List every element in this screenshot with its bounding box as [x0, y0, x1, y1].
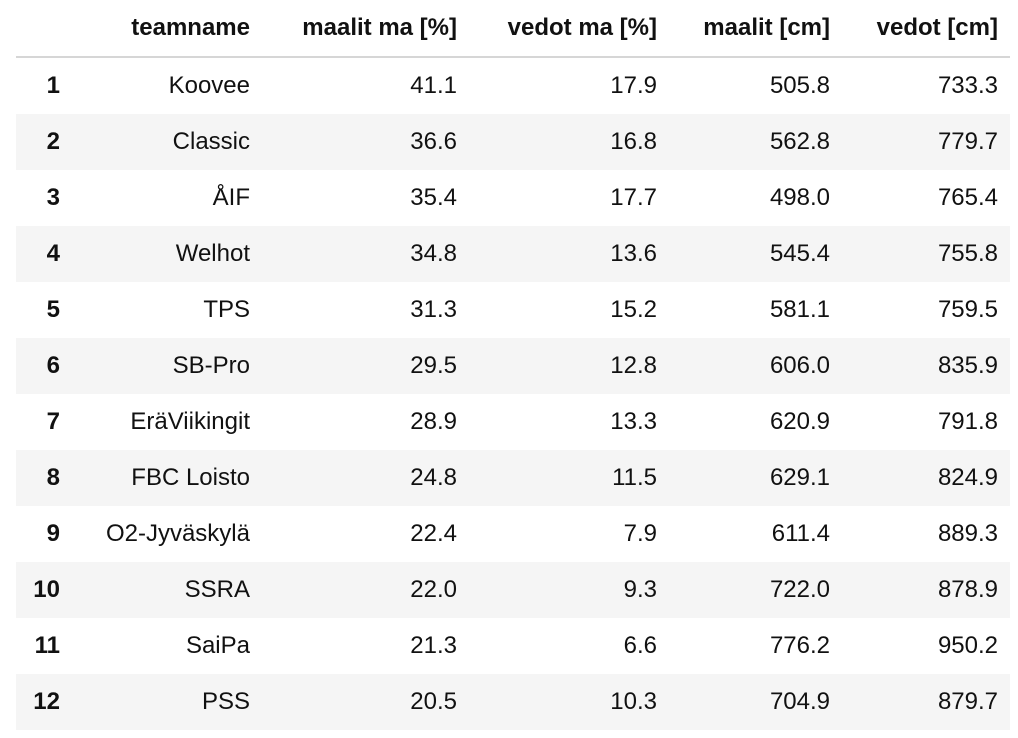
cell-teamname: Koovee	[168, 72, 250, 99]
header-maalit-cm: maalit [cm]	[669, 0, 842, 58]
cell-vedot-ma: 16.8	[610, 128, 657, 155]
cell-maalit-ma: 29.5	[410, 352, 457, 379]
cell-maalit-cm: 505.8	[769, 72, 830, 99]
header-teamname: teamname	[72, 0, 262, 58]
cell-maalit-cm: 562.8	[769, 128, 830, 155]
table-header: teamname maalit ma [%] vedot ma [%] maal…	[16, 0, 1010, 58]
header-vedot-ma: vedot ma [%]	[469, 0, 669, 58]
cell-vedot-ma: 9.3	[623, 576, 657, 603]
cell-vedot-ma: 10.3	[610, 688, 657, 715]
cell-vedot-cm: 824.9	[937, 464, 998, 491]
cell-maalit-ma: 31.3	[410, 296, 457, 323]
header-vedot-cm: vedot [cm]	[842, 0, 1010, 58]
cell-teamname: EräViikingit	[130, 408, 250, 435]
table-row: 4 Welhot 34.8 13.6 545.4 755.8	[16, 226, 1010, 282]
table-row: 8 FBC Loisto 24.8 11.5 629.1 824.9	[16, 450, 1010, 506]
cell-maalit-ma: 34.8	[410, 240, 457, 267]
row-index: 8	[46, 464, 60, 491]
cell-maalit-ma: 20.5	[410, 688, 457, 715]
header-maalit-ma: maalit ma [%]	[262, 0, 469, 58]
row-index: 9	[46, 520, 60, 547]
cell-maalit-ma: 36.6	[410, 128, 457, 155]
cell-maalit-cm: 776.2	[769, 632, 830, 659]
cell-teamname: SB-Pro	[172, 352, 250, 379]
table-row: 1 Koovee 41.1 17.9 505.8 733.3	[16, 57, 1010, 114]
cell-teamname: SaiPa	[185, 632, 250, 659]
cell-vedot-ma: 6.6	[623, 632, 657, 659]
cell-maalit-ma: 22.0	[410, 576, 457, 603]
cell-vedot-cm: 791.8	[937, 408, 998, 435]
row-index: 6	[46, 352, 60, 379]
table-row: 5 TPS 31.3 15.2 581.1 759.5	[16, 282, 1010, 338]
cell-maalit-cm: 498.0	[769, 184, 830, 211]
cell-vedot-cm: 765.4	[937, 184, 998, 211]
cell-maalit-cm: 620.9	[769, 408, 830, 435]
row-index: 12	[33, 688, 60, 715]
cell-maalit-ma: 24.8	[410, 464, 457, 491]
cell-teamname: FBC Loisto	[131, 464, 250, 491]
cell-maalit-cm: 722.0	[769, 576, 830, 603]
row-index: 2	[46, 128, 60, 155]
cell-maalit-ma: 35.4	[410, 184, 457, 211]
cell-vedot-cm: 878.9	[937, 576, 998, 603]
row-index: 10	[33, 576, 60, 603]
cell-vedot-ma: 12.8	[610, 352, 657, 379]
row-index: 3	[46, 184, 60, 211]
cell-teamname: ÅIF	[212, 184, 250, 211]
cell-vedot-ma: 7.9	[623, 520, 657, 547]
table-row: 7 EräViikingit 28.9 13.3 620.9 791.8	[16, 394, 1010, 450]
table-row: 3 ÅIF 35.4 17.7 498.0 765.4	[16, 170, 1010, 226]
table-row: 9 O2-Jyväskylä 22.4 7.9 611.4 889.3	[16, 506, 1010, 562]
row-index: 1	[46, 72, 60, 99]
cell-maalit-cm: 581.1	[769, 296, 830, 323]
table-row: 10 SSRA 22.0 9.3 722.0 878.9	[16, 562, 1010, 618]
row-index: 5	[46, 296, 60, 323]
cell-teamname: PSS	[201, 688, 250, 715]
cell-vedot-ma: 15.2	[610, 296, 657, 323]
cell-teamname: TPS	[203, 296, 250, 323]
table-row: 12 PSS 20.5 10.3 704.9 879.7	[16, 674, 1010, 730]
cell-teamname: SSRA	[184, 576, 250, 603]
cell-maalit-cm: 611.4	[771, 520, 830, 547]
cell-maalit-ma: 28.9	[410, 408, 457, 435]
cell-vedot-ma: 17.9	[610, 72, 657, 99]
row-index: 11	[34, 632, 60, 659]
cell-teamname: Classic	[172, 128, 250, 155]
cell-teamname: Welhot	[175, 240, 250, 267]
dataframe-table: teamname maalit ma [%] vedot ma [%] maal…	[16, 0, 1010, 730]
cell-maalit-cm: 606.0	[769, 352, 830, 379]
cell-maalit-ma: 41.1	[410, 72, 457, 99]
row-index: 7	[46, 408, 60, 435]
table-body: 1 Koovee 41.1 17.9 505.8 733.3 2 Classic…	[16, 57, 1010, 730]
cell-vedot-cm: 835.9	[937, 352, 998, 379]
cell-vedot-ma: 13.6	[610, 240, 657, 267]
cell-vedot-cm: 759.5	[937, 296, 998, 323]
table-row: 2 Classic 36.6 16.8 562.8 779.7	[16, 114, 1010, 170]
cell-vedot-cm: 879.7	[937, 688, 998, 715]
cell-maalit-ma: 21.3	[410, 632, 457, 659]
cell-teamname: O2-Jyväskylä	[105, 520, 250, 547]
header-row: teamname maalit ma [%] vedot ma [%] maal…	[16, 0, 1010, 58]
cell-maalit-cm: 629.1	[769, 464, 830, 491]
cell-vedot-cm: 755.8	[937, 240, 998, 267]
cell-vedot-ma: 17.7	[610, 184, 657, 211]
cell-vedot-cm: 779.7	[937, 128, 998, 155]
dataframe-table-container: teamname maalit ma [%] vedot ma [%] maal…	[16, 0, 1010, 730]
cell-vedot-cm: 889.3	[937, 520, 998, 547]
header-index	[16, 0, 72, 58]
cell-maalit-cm: 545.4	[769, 240, 830, 267]
row-index: 4	[46, 240, 60, 267]
cell-maalit-ma: 22.4	[410, 520, 457, 547]
cell-vedot-cm: 950.2	[937, 632, 998, 659]
cell-vedot-cm: 733.3	[937, 72, 998, 99]
table-row: 11 SaiPa 21.3 6.6 776.2 950.2	[16, 618, 1010, 674]
cell-vedot-ma: 13.3	[610, 408, 657, 435]
cell-vedot-ma: 11.5	[612, 464, 657, 491]
cell-maalit-cm: 704.9	[769, 688, 830, 715]
table-row: 6 SB-Pro 29.5 12.8 606.0 835.9	[16, 338, 1010, 394]
